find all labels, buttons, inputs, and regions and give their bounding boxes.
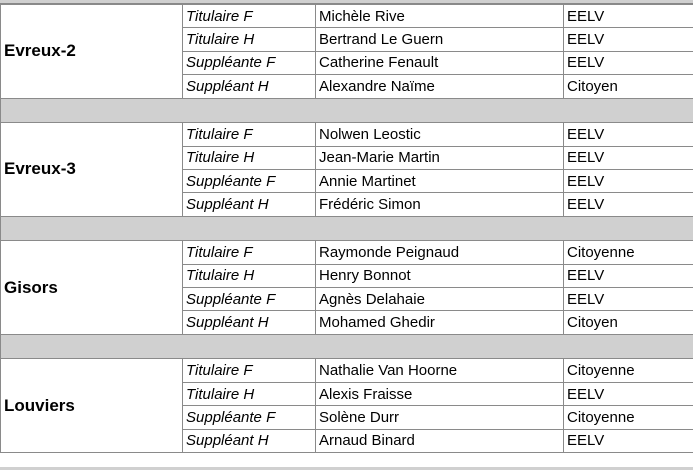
role-cell: Suppléant H — [182, 192, 316, 217]
party-cell: EELV — [563, 428, 693, 454]
table-row: Louviers Titulaire F Nathalie Van Hoorne Ci… — [0, 358, 693, 454]
table-row: Suppléant H Frédéric Simon EELV — [1, 192, 693, 217]
role-cell: Titulaire H — [182, 145, 316, 170]
role-cell: Suppléante F — [182, 405, 316, 430]
table-row: Suppléante F Annie Martinet EELV — [1, 168, 693, 194]
role-cell: Titulaire F — [182, 358, 316, 383]
top-separator — [0, 0, 693, 4]
table-row: Evreux-3 Titulaire F Nolwen Leostic EELV — [0, 122, 693, 217]
role-cell: Suppléant H — [182, 428, 316, 454]
role-cell: Titulaire H — [182, 263, 316, 289]
circonscription-cell: Gisors — [0, 240, 183, 335]
table-row: Suppléante F Catherine Fenault EELV — [1, 50, 693, 76]
party-cell: Citoyenne — [563, 358, 693, 383]
role-cell: Suppléant H — [182, 74, 316, 99]
name-cell: Mohamed Ghedir — [315, 310, 564, 335]
party-cell: EELV — [563, 50, 693, 76]
name-cell: Bertrand Le Guern — [315, 27, 564, 52]
name-cell: Alexandre Naïme — [315, 74, 564, 99]
circonscription-cell: Evreux-2 — [0, 4, 183, 99]
circonscription-cell: Evreux-3 — [0, 122, 183, 217]
name-cell: Henry Bonnot — [315, 263, 564, 289]
role-cell: Suppléante F — [182, 50, 316, 76]
separator-cell — [0, 333, 693, 360]
table-row: Suppléante F Agnès Delahaie EELV — [1, 287, 693, 312]
table-row: Titulaire H Henry Bonnot EELV — [1, 263, 693, 289]
party-cell: EELV — [563, 192, 693, 217]
party-cell: EELV — [563, 145, 693, 170]
role-cell: Suppléant H — [182, 310, 316, 335]
party-cell: Citoyen — [563, 310, 693, 335]
table-row: Suppléante F Solène Durr Citoyenne — [1, 405, 693, 430]
candidates-table: Evreux-2 Titulaire F Michèle Rive EELV Titul… — [0, 3, 693, 454]
separator-cell — [0, 97, 693, 124]
group-separator-row — [0, 215, 693, 242]
separator-cell — [0, 215, 693, 242]
circonscription-cell: Louviers — [0, 358, 183, 454]
party-cell: Citoyenne — [563, 240, 693, 265]
role-cell: Titulaire F — [182, 240, 316, 265]
role-cell: Suppléante F — [182, 168, 316, 194]
name-cell: Arnaud Binard — [315, 428, 564, 454]
name-cell: Jean-Marie Martin — [315, 145, 564, 170]
party-cell: Citoyen — [563, 74, 693, 99]
party-cell: EELV — [563, 27, 693, 52]
party-cell: EELV — [563, 287, 693, 312]
role-cell: Titulaire F — [182, 3, 316, 29]
name-cell: Alexis Fraisse — [315, 381, 564, 407]
name-cell: Annie Martinet — [315, 168, 564, 194]
table-row: Gisors Titulaire F Raymonde Peignaud Citoye… — [0, 240, 693, 335]
name-cell: Raymonde Peignaud — [315, 240, 564, 265]
table-row: Suppléant H Mohamed Ghedir Citoyen — [1, 310, 693, 335]
name-cell: Solène Durr — [315, 405, 564, 430]
party-cell: EELV — [563, 263, 693, 289]
role-cell: Titulaire H — [182, 27, 316, 52]
role-cell: Suppléante F — [182, 287, 316, 312]
name-cell: Michèle Rive — [315, 3, 564, 29]
name-cell: Nathalie Van Hoorne — [315, 358, 564, 383]
group-separator-row — [0, 333, 693, 360]
bottom-separator — [0, 467, 693, 470]
table-row: Titulaire H Alexis Fraisse EELV — [1, 381, 693, 407]
party-cell: Citoyenne — [563, 405, 693, 430]
name-cell: Catherine Fenault — [315, 50, 564, 76]
table-row: Suppléant H Arnaud Binard EELV — [1, 428, 693, 454]
table-row: Titulaire H Jean-Marie Martin EELV — [1, 145, 693, 170]
name-cell: Frédéric Simon — [315, 192, 564, 217]
role-cell: Titulaire H — [182, 381, 316, 407]
party-cell: EELV — [563, 381, 693, 407]
group-separator-row — [0, 97, 693, 124]
party-cell: EELV — [563, 3, 693, 29]
table-row: Evreux-2 Titulaire F Michèle Rive EELV — [0, 3, 693, 99]
table-row: Suppléant H Alexandre Naïme Citoyen — [1, 74, 693, 99]
role-cell: Titulaire F — [182, 122, 316, 147]
party-cell: EELV — [563, 122, 693, 147]
name-cell: Agnès Delahaie — [315, 287, 564, 312]
name-cell: Nolwen Leostic — [315, 122, 564, 147]
party-cell: EELV — [563, 168, 693, 194]
